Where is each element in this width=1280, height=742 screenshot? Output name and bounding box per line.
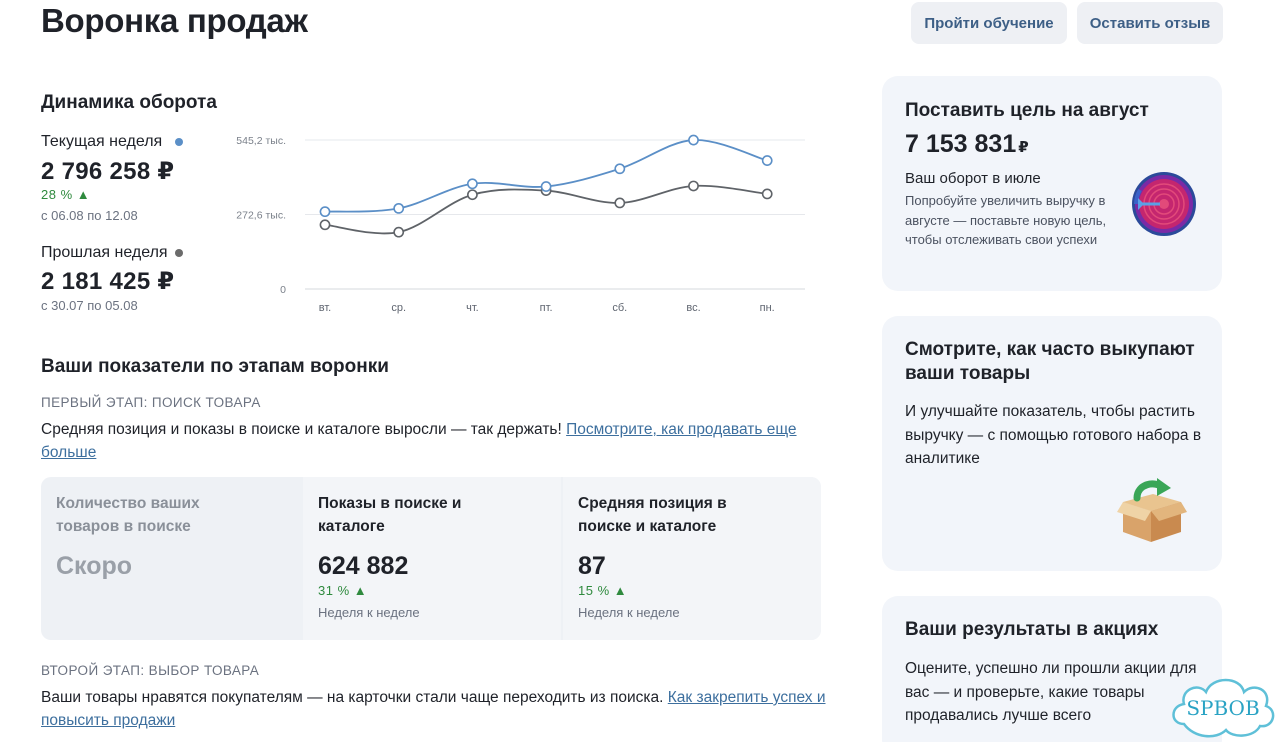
box-icon [1117,478,1187,542]
data-point-previous [393,226,405,238]
metric-avg-position: Средняя позиция в поиске и каталоге 87 1… [563,477,821,640]
x-tick-label: пт. [540,302,553,314]
goal-amount-value: 7 153 831 [905,130,1017,158]
metric-title: Количество ваших товаров в поиске [56,495,200,535]
metric-value: Скоро [56,552,133,580]
x-tick-label: чт. [466,302,479,314]
data-point-previous [319,219,331,231]
stage2-caption: ВТОРОЙ ЭТАП: ВЫБОР ТОВАРА [41,663,260,678]
metric-impressions: Показы в поиске и каталоге 624 882 31 % … [303,477,561,640]
goal-card[interactable]: Поставить цель на август 7 153 831 ₽ Ваш … [882,76,1222,291]
stage2-description: Ваши товары нравятся покупателям — на ка… [41,689,668,706]
learn-button[interactable]: Пройти обучение [911,2,1067,44]
metric-value: 624 882 [318,552,409,580]
current-week-delta: 28 % ▲ [41,187,91,202]
data-point-current [688,134,699,146]
goal-card-text: Попробуйте увеличить выручку в августе —… [905,193,1107,247]
promo-card-text: Оцените, успешно ли прошли акции для вас… [905,660,1197,724]
x-tick-label: пн. [760,302,775,314]
buyout-card-text: И улучшайте показатель, чтобы растить вы… [905,403,1202,467]
funnel-title: Ваши показатели по этапам воронки [41,356,389,377]
y-tick-label: 0 [280,284,286,296]
metric-products-in-search: Количество ваших товаров в поиске Скоро [41,477,301,640]
metric-delta: 15 % ▲ [578,583,628,598]
data-point-current [540,181,552,192]
turnover-title: Динамика оборота [41,92,217,113]
current-week-dot [175,138,183,146]
current-week-period: с 06.08 по 12.08 [41,208,138,223]
stage1-text: Средняя позиция и показы в поиске и ката… [41,418,816,464]
data-point-previous [761,188,773,200]
y-tick-label: 545,2 тыс. [236,135,286,147]
buyout-card[interactable]: Смотрите, как часто выкупают ваши товары… [882,316,1222,571]
goal-card-amount: 7 153 831 ₽ [905,130,1029,159]
x-tick-label: вт. [319,302,331,314]
x-tick-label: вс. [686,302,700,314]
metric-note: Неделя к неделе [578,605,680,620]
previous-week-label: Прошлая неделя [41,244,168,261]
previous-week-period: с 30.07 по 05.08 [41,298,138,313]
turnover-chart: 545,2 тыс. 272,6 тыс. 0 вт. ср. чт. пт. сб. вс. п… [236,134,805,314]
stage2-text: Ваши товары нравятся покупателям — на ка… [41,686,841,732]
data-point-previous [614,197,626,209]
metric-title: Показы в поиске и каталоге [318,495,462,535]
metric-note: Неделя к неделе [318,605,420,620]
data-point-current [466,178,478,190]
series-line-current [324,139,768,213]
stage1-link[interactable]: Посмотрите, как продавать еще больше [41,421,797,461]
y-tick-label: 272,6 тыс. [236,210,286,222]
data-point-current [614,163,626,175]
stage2-link[interactable]: Как закрепить успех и повысить продажи [41,689,826,729]
x-tick-label: сб. [612,302,627,314]
previous-week-amount: 2 181 425 ₽ [41,268,175,295]
stage1-description: Средняя позиция и показы в поиске и ката… [41,421,567,438]
target-icon [1132,172,1196,236]
goal-card-title: Поставить цель на август [905,100,1149,121]
data-point-previous [688,180,699,192]
current-week-amount: 2 796 258 ₽ [41,158,175,185]
promo-card-title: Ваши результаты в акциях [905,619,1159,640]
current-week-label: Текущая неделя [41,133,163,150]
data-point-previous [466,189,478,201]
data-point-current [761,155,773,166]
page-title: Воронка продаж [41,2,308,39]
goal-card-subtitle: Ваш оборот в июле [905,170,1041,187]
promo-card[interactable]: Ваши результаты в акциях Оцените, успешн… [882,596,1222,742]
watermark-logo: SPBOB [1172,678,1275,738]
metric-delta: 31 % ▲ [318,583,368,598]
data-point-current [393,202,405,214]
metric-value: 87 [578,552,606,580]
previous-week-dot [175,249,183,257]
feedback-button[interactable]: Оставить отзыв [1077,2,1223,44]
stage1-metrics: Количество ваших товаров в поиске Скоро … [41,477,821,640]
buyout-card-title: Смотрите, как часто выкупают ваши товары [905,339,1195,384]
watermark-text: SPBOB [1186,696,1259,720]
x-tick-label: ср. [391,302,406,314]
data-point-current [319,206,331,218]
metric-title: Средняя позиция в поиске и каталоге [578,495,727,535]
goal-amount-currency: ₽ [1018,139,1029,156]
stage1-caption: ПЕРВЫЙ ЭТАП: ПОИСК ТОВАРА [41,395,261,410]
